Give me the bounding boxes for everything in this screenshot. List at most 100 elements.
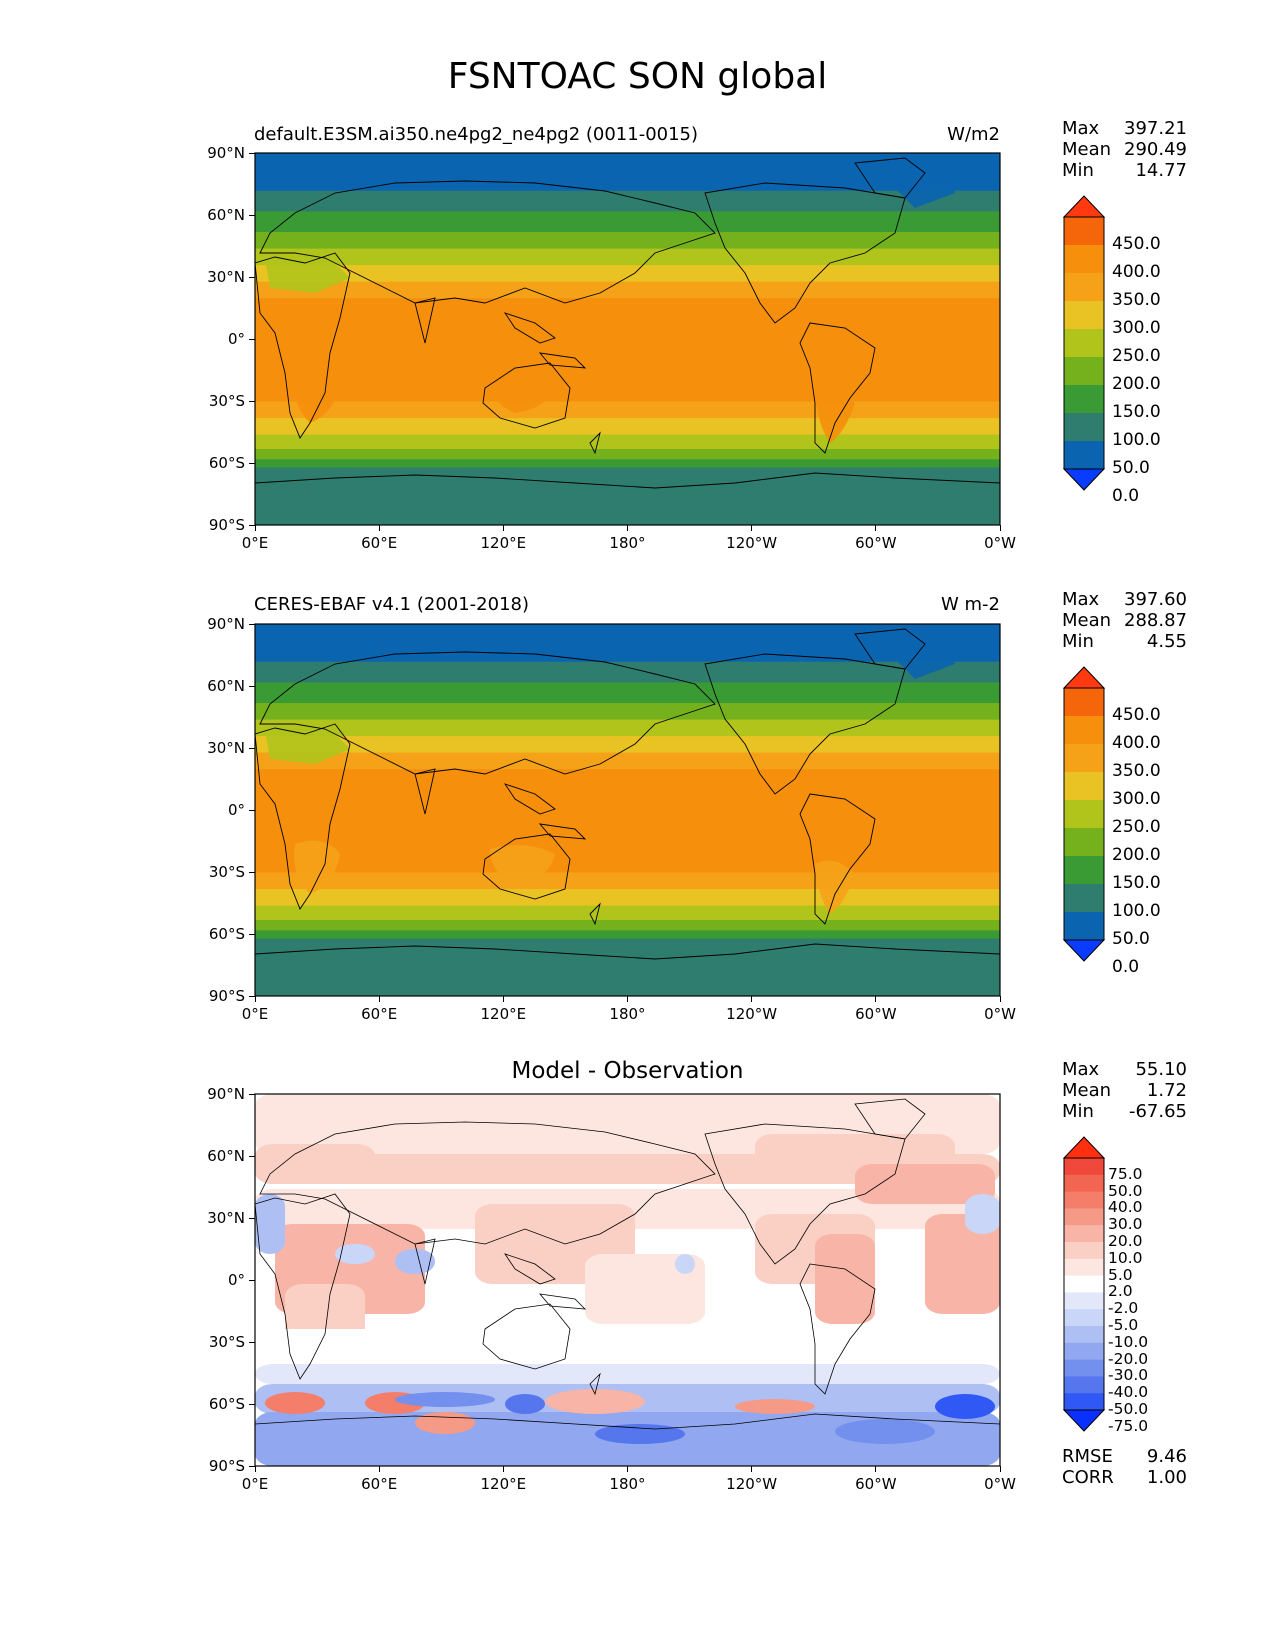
coastline (503, 312, 556, 344)
difference-region (505, 1394, 545, 1414)
lon-tick-label: 60°W (855, 1005, 897, 1023)
tick-mark (378, 525, 380, 531)
lat-tick-label: 60°S (208, 454, 245, 472)
colorbar-segment (1064, 884, 1104, 913)
lon-tick-label: 120°W (726, 1005, 778, 1023)
colorbar-tick-label: 200.0 (1112, 374, 1161, 394)
difference-region (835, 1419, 935, 1444)
flux-band (255, 929, 1000, 939)
difference-region (255, 1364, 1000, 1384)
land-region (815, 389, 855, 443)
tick-mark (249, 933, 255, 935)
coastline (704, 653, 906, 795)
difference-region (395, 1249, 435, 1274)
coastline (704, 1123, 906, 1265)
coastlines (255, 1098, 1000, 1430)
colorbar-segment (1064, 329, 1104, 358)
coastline (799, 793, 876, 925)
colorbar-tick-label: -2.0 (1108, 1299, 1139, 1318)
tick-mark (249, 524, 255, 526)
coastline (854, 1098, 926, 1140)
colorbar-segment (1064, 856, 1104, 885)
tick-mark (254, 525, 256, 531)
colorbar-tick-label: -5.0 (1108, 1316, 1139, 1334)
tick-mark (249, 1341, 255, 1343)
flux-band (255, 624, 1000, 662)
flux-field (255, 624, 1000, 996)
lat-tick-label: 60°N (207, 1147, 245, 1165)
tick-mark (875, 996, 877, 1002)
lat-tick-label: 90°N (207, 144, 245, 162)
tick-mark (249, 152, 255, 154)
colorbar-segment (1064, 245, 1104, 274)
colorbar-tick-label: 40.0 (1108, 1198, 1143, 1217)
flux-band (255, 954, 1000, 996)
colorbar-tick-label: 30.0 (1108, 1215, 1143, 1234)
colorbar-tick-label: -30.0 (1108, 1366, 1149, 1385)
flux-band (255, 434, 1000, 450)
colorbar-segment (1064, 1158, 1104, 1176)
flux-band (255, 752, 1000, 770)
tick-mark (249, 214, 255, 216)
colorbar-tick-label: 400.0 (1112, 262, 1161, 282)
colorbar-extend-min (1062, 468, 1106, 491)
colorbar-tick-label: 75.0 (1108, 1164, 1143, 1183)
difference-region (735, 1399, 815, 1414)
lon-tick-label: 0°W (984, 1005, 1016, 1023)
coastline (504, 1253, 556, 1285)
tick-mark (875, 1466, 877, 1472)
lon-tick-label: 0°E (241, 1005, 269, 1023)
tick-mark (249, 338, 255, 340)
lon-tick-label: 180° (609, 1475, 646, 1493)
tick-mark (249, 1093, 255, 1095)
tick-mark (249, 276, 255, 278)
panel-3-colorbar (1062, 1136, 1106, 1432)
difference-region (545, 1389, 645, 1414)
coastline (255, 1413, 1000, 1430)
colorbar-segment (1064, 828, 1104, 857)
flux-band (255, 264, 1000, 282)
land-region (265, 258, 350, 293)
flux-band (255, 448, 1000, 460)
colorbar-tick-label: 450.0 (1112, 705, 1161, 725)
land-region (815, 860, 855, 914)
tick-mark (254, 1466, 256, 1472)
colorbar-tick-label: 50.0 (1112, 929, 1150, 949)
flux-band (255, 681, 1000, 704)
colorbar-segment (1064, 1309, 1104, 1327)
lon-tick-label: 180° (609, 534, 646, 552)
colorbar-segment (1064, 688, 1104, 717)
colorbar-segment (1064, 1258, 1104, 1277)
coastline (414, 1238, 436, 1285)
panel-3-title: Model - Observation (511, 1058, 744, 1084)
colorbar-extend-min (1062, 1409, 1106, 1432)
panel-2-map (254, 623, 1001, 997)
tick-mark (502, 996, 504, 1002)
colorbar-segment (1064, 301, 1104, 330)
coastline (255, 252, 351, 439)
colorbar-extend-max (1062, 1136, 1106, 1159)
tick-mark (999, 1466, 1001, 1472)
lon-tick-label: 120°E (480, 534, 527, 552)
colorbar-segment (1064, 744, 1104, 773)
tick-mark (627, 525, 628, 531)
lat-tick-label: 30°N (207, 268, 245, 286)
flux-band (255, 401, 1000, 419)
colorbar-tick-label: 400.0 (1112, 733, 1161, 753)
flux-band (255, 661, 1000, 683)
lat-tick-label: 30°N (207, 1209, 245, 1227)
land-region (490, 374, 555, 413)
colorbar-tick-label: 100.0 (1112, 901, 1161, 921)
figure-title: FSNTOAC SON global (447, 56, 828, 97)
lon-tick-label: 180° (609, 1005, 646, 1023)
colorbar-tick-label: -20.0 (1108, 1349, 1149, 1368)
coastline (538, 823, 587, 840)
difference-region (965, 1194, 1000, 1234)
colorbar-tick-label: 450.0 (1112, 234, 1161, 254)
flux-band (255, 702, 1000, 720)
colorbar-tick-label: 10.0 (1108, 1248, 1143, 1267)
flux-band (255, 938, 1000, 956)
lon-tick-label: 60°E (361, 1005, 398, 1023)
lon-tick-label: 60°W (855, 1475, 897, 1493)
flux-field (255, 153, 1000, 525)
